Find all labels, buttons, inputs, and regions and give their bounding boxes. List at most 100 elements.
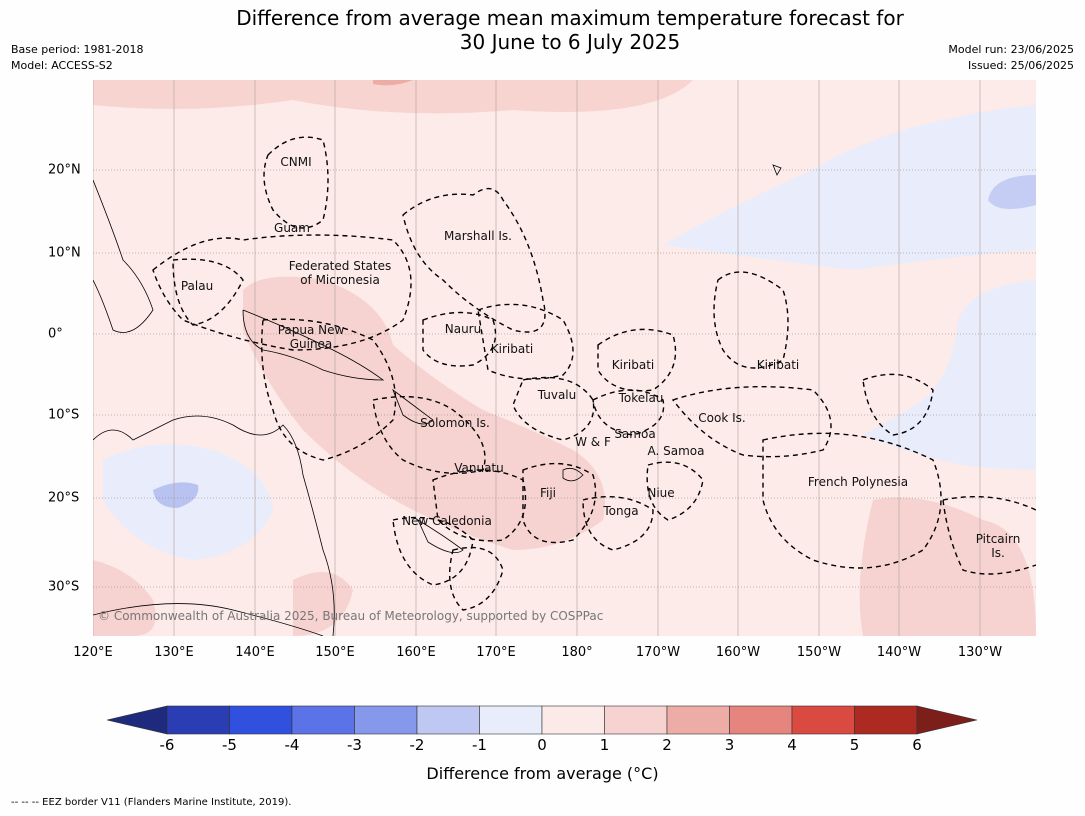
fiji-coast — [562, 467, 584, 482]
eez-fiji — [522, 462, 597, 544]
latitude-label: 0° — [48, 326, 63, 342]
colorbar-tick-label: -4 — [284, 736, 300, 754]
model-name: Model: ACCESS-S2 — [11, 59, 113, 72]
colorbar-tick-label: -2 — [409, 736, 425, 754]
place-label-kiribati-e: Kiribati — [757, 358, 799, 372]
graticule — [93, 80, 1036, 636]
eez-tonga — [582, 495, 654, 551]
colorbar-segment — [916, 705, 978, 735]
longitude-label: 130°W — [957, 645, 1003, 660]
eez-footnote: -- -- -- EEZ border V11 (Flanders Marine… — [11, 797, 292, 808]
place-label-samoa: Samoa — [614, 427, 655, 441]
place-label-tonga: Tonga — [602, 504, 638, 518]
place-label-tokelau: Tokelau — [618, 391, 664, 405]
eez-cnmi — [263, 136, 329, 229]
longitude-label: 170°E — [476, 645, 516, 660]
colorbar-tick-label: 2 — [662, 736, 672, 754]
title-line-2: 30 June to 6 July 2025 — [459, 30, 681, 54]
eez-niue — [646, 461, 704, 521]
eez-cook-north — [671, 385, 832, 458]
warm-region-southwest — [93, 560, 156, 636]
warm-region-tasman — [293, 572, 353, 636]
colorbar-segment — [106, 705, 168, 735]
place-label-marshall: Marshall Is. — [444, 229, 512, 243]
colorbar-tick-label: -1 — [472, 736, 487, 754]
longitude-label: 150°E — [315, 645, 355, 660]
colorbar-segments — [106, 705, 978, 735]
eez-kiribati-line — [713, 271, 789, 369]
place-label-frpoly: French Polynesia — [808, 475, 908, 489]
longitude-label: 160°E — [396, 645, 436, 660]
eez-tuvalu — [512, 376, 595, 441]
colorbar-segment — [291, 705, 355, 735]
colorbar-segment — [479, 705, 543, 735]
longitude-label: 120°E — [73, 645, 113, 660]
place-label-cook: Cook Is. — [698, 411, 745, 425]
colorbar-label: Difference from average (°C) — [426, 764, 659, 783]
place-label-png: Papua New Guinea — [278, 323, 345, 351]
colorbar-tick-label: 3 — [724, 736, 735, 754]
colorbar-tick-label: -6 — [159, 736, 175, 754]
colorbar-segment — [791, 705, 855, 735]
meta-left: Base period: 1981-2018 Model: ACCESS-S2 — [11, 42, 143, 74]
longitude-label: 160°W — [715, 645, 761, 660]
place-label-kiribati-c: Kiribati — [612, 358, 654, 372]
colorbar-segment — [729, 705, 793, 735]
colorbar-segment — [541, 705, 605, 735]
australia-coast — [93, 415, 335, 636]
eez-solomon — [372, 396, 486, 474]
title-line-1: Difference from average mean maximum tem… — [236, 6, 904, 30]
eez-norfolk — [448, 546, 504, 611]
eez-borders — [152, 136, 1036, 611]
latitude-label: 20°S — [48, 490, 80, 506]
eez-nauru — [422, 311, 497, 367]
solomon-coast — [392, 388, 434, 425]
eez-new-caledonia — [392, 516, 474, 586]
eez-kiribati-gilbert — [477, 303, 574, 380]
place-label-kiribati-w: Kiribati — [491, 342, 533, 356]
colorbar-tick-label: 1 — [599, 736, 610, 754]
longitude-label: 140°W — [876, 645, 922, 660]
place-label-newcal: New Caledonia — [402, 514, 492, 528]
eez-french-polynesia — [762, 432, 942, 569]
coastlines — [93, 164, 782, 636]
place-label-nauru: Nauru — [445, 322, 481, 336]
colorbar-segment — [166, 705, 230, 735]
place-label-palau: Palau — [181, 279, 213, 293]
colorbar-tick-label: -5 — [222, 736, 237, 754]
place-label-solomon: Solomon Is. — [420, 416, 490, 430]
eez-tokelau — [592, 389, 665, 436]
colorbar-tick-label: 5 — [849, 736, 860, 754]
longitude-label: 150°W — [796, 645, 842, 660]
issued-date: Issued: 25/06/2025 — [967, 59, 1074, 72]
latitude-label: 20°N — [48, 162, 81, 178]
place-label-guam: Guam — [274, 221, 310, 235]
colorbar-segment — [354, 705, 418, 735]
model-run: Model run: 23/06/2025 — [948, 43, 1074, 56]
warm-region-north — [93, 80, 693, 114]
colorbar-tick-label: -3 — [347, 736, 362, 754]
latitude-label: 10°S — [48, 407, 80, 423]
colorbar-tick-label: 4 — [787, 736, 797, 754]
place-label-cnmi: CNMI — [280, 155, 311, 169]
longitude-label: 140°E — [235, 645, 275, 660]
cool-region-east — [863, 280, 1036, 470]
colorbar-segment — [854, 705, 918, 735]
longitude-label: 180° — [561, 645, 593, 660]
place-label-fiji: Fiji — [540, 486, 556, 500]
hawaii-coast — [772, 164, 782, 176]
colorbar-segment — [604, 705, 668, 735]
colorbar-tick-label: 0 — [537, 736, 547, 754]
copyright-text: © Commonwealth of Australia 2025, Bureau… — [98, 609, 603, 623]
latitude-label: 10°N — [48, 245, 81, 261]
base-period: Base period: 1981-2018 — [11, 43, 144, 56]
eez-pitcairn — [942, 496, 1036, 575]
place-label-fsm: Federated States of Micronesia — [289, 259, 391, 287]
philippines-coast — [93, 179, 154, 333]
eez-kiribati-line-south — [862, 373, 934, 436]
latitude-label: 30°S — [48, 579, 80, 595]
forecast-map: CNMI Guam Marshall Is. Federated States of M… — [93, 80, 1036, 636]
place-labels: CNMI Guam Marshall Is. Federated States of M… — [181, 155, 1020, 560]
longitude-label: 130°E — [154, 645, 194, 660]
cool-region-northeast — [663, 105, 1036, 270]
